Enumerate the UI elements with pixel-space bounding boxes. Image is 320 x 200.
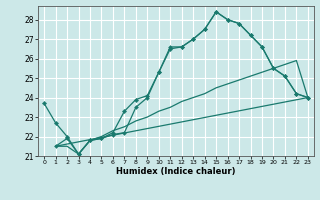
X-axis label: Humidex (Indice chaleur): Humidex (Indice chaleur)	[116, 167, 236, 176]
